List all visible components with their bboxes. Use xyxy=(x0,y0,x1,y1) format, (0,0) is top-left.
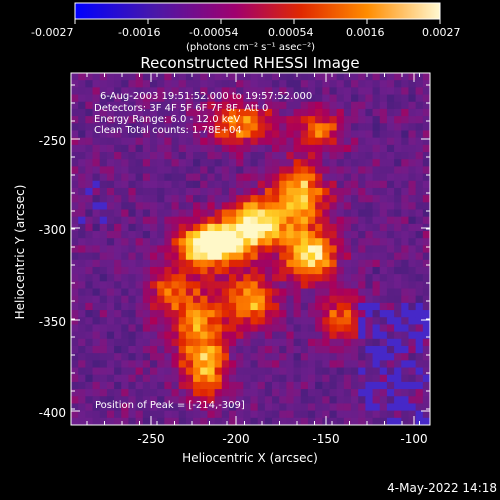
detectors-text: Detectors: 3F 4F 5F 6F 7F 8F, Att 0 xyxy=(94,103,268,114)
energy-range-text: Energy Range: 6.0 - 12.0 keV xyxy=(94,114,240,125)
colorbar-tick-label: 0.00054 xyxy=(268,26,314,39)
colorbar-tick-label: -0.0027 xyxy=(31,26,73,39)
colorbar-tick-label: -0.00054 xyxy=(189,26,238,39)
colorbar-frame xyxy=(74,2,441,20)
x-tick-label: -200 xyxy=(222,432,249,446)
observation-annotation: 6-Aug-2003 19:51:52.000 to 19:57:52.000 … xyxy=(94,91,312,136)
colorbar-gradient xyxy=(75,3,440,19)
axis-ticks xyxy=(71,73,430,425)
colorbar-tick-label: -0.0016 xyxy=(118,26,160,39)
y-axis-label: Heliocentric Y (arcsec) xyxy=(13,185,27,320)
y-tick-label: -250 xyxy=(39,134,66,148)
rhessi-image-heatmap xyxy=(71,73,430,425)
colorbar-units-label: (photons cm⁻² s⁻¹ asec⁻²) xyxy=(186,42,315,53)
time-range-text: 6-Aug-2003 19:51:52.000 to 19:57:52.000 xyxy=(100,91,312,102)
y-tick-label: -400 xyxy=(39,406,66,420)
y-tick-label: -300 xyxy=(39,223,66,237)
x-axis-label: Heliocentric X (arcsec) xyxy=(182,451,318,465)
colorbar-tick-label: 0.0027 xyxy=(422,26,461,39)
colorbar-tick-label: 0.0016 xyxy=(346,26,385,39)
peak-position-text: Position of Peak = [-214,-309] xyxy=(95,400,245,411)
x-tick-label: -250 xyxy=(137,432,164,446)
y-tick-label: -350 xyxy=(39,315,66,329)
timestamp: 4-May-2022 14:18 xyxy=(387,481,497,495)
plot-title: Reconstructed RHESSI Image xyxy=(140,54,359,72)
colorbar-ticks xyxy=(74,19,441,24)
x-tick-label: -100 xyxy=(400,432,427,446)
x-tick-label: -150 xyxy=(312,432,339,446)
plot-frame xyxy=(70,72,431,426)
clean-counts-text: Clean Total counts: 1.78E+04 xyxy=(94,125,242,136)
